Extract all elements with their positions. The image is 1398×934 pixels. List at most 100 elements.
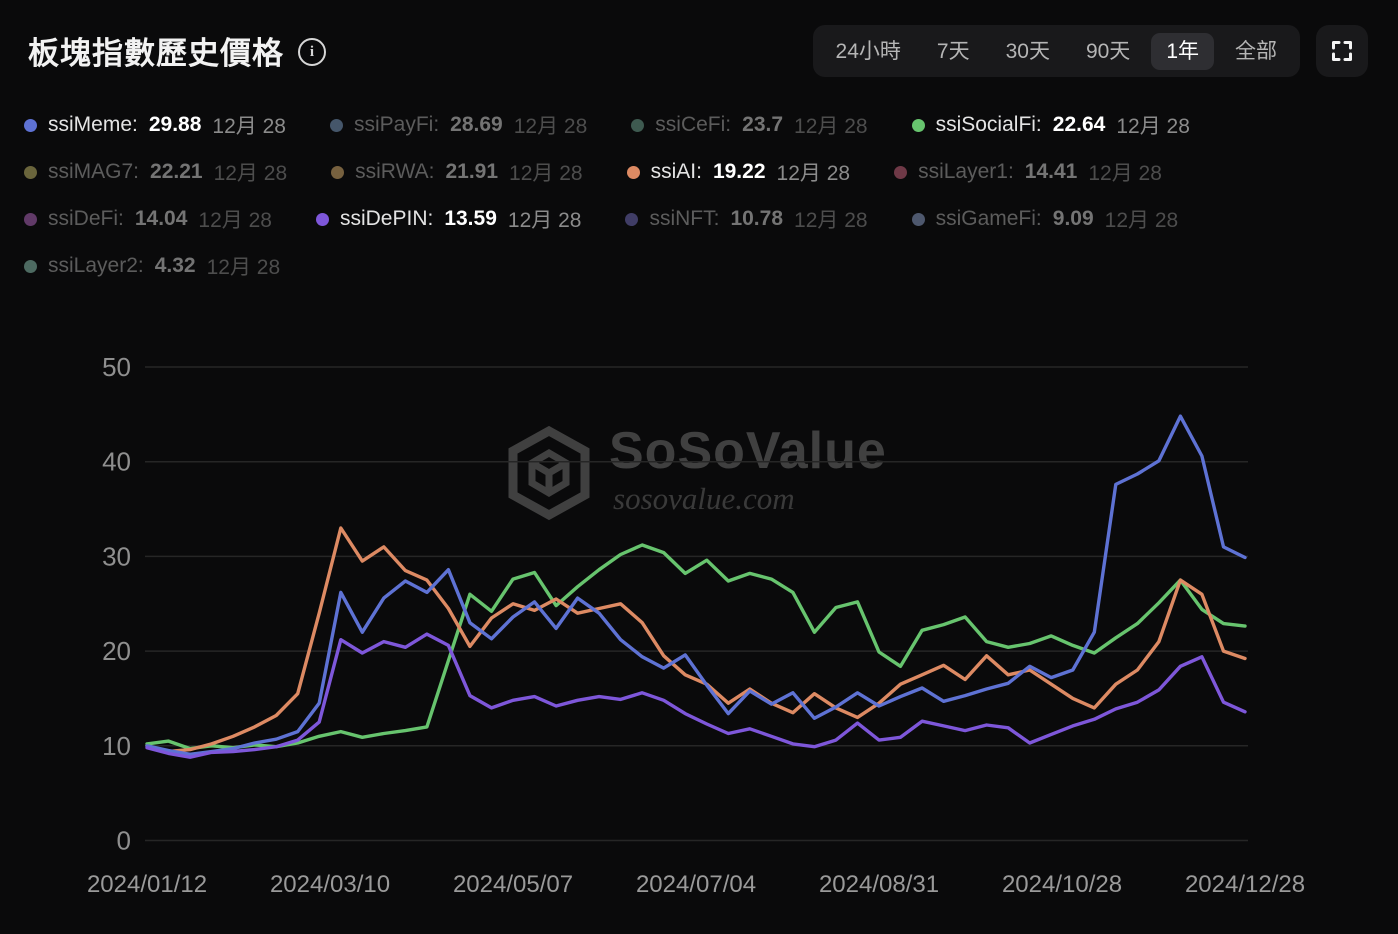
- y-axis-tick-label: 50: [102, 352, 131, 382]
- y-axis-tick-label: 10: [102, 731, 131, 761]
- series-line-ssiDePIN: [145, 632, 1247, 759]
- y-axis-tick-label: 30: [102, 541, 131, 571]
- fullscreen-button[interactable]: [1316, 25, 1368, 77]
- legend-dot: [24, 259, 37, 273]
- legend-dot: [911, 118, 925, 132]
- range-button-24小時[interactable]: 24小時: [821, 33, 916, 70]
- legend-item-ssiMeme[interactable]: ssiMeme: 29.88 12月 28: [24, 110, 286, 140]
- info-icon[interactable]: i: [298, 38, 326, 66]
- legend-series-date: 12月 28: [776, 162, 851, 185]
- legend-series-name: ssiNFT:: [649, 207, 720, 230]
- legend-dot: [331, 165, 345, 179]
- legend-series-name: ssiPayFi:: [353, 113, 440, 136]
- watermark-text: SoSoValue sosovalue.com: [609, 425, 887, 514]
- legend-item-ssiMAG7[interactable]: ssiMAG7: 22.21 12月 28: [24, 157, 287, 187]
- range-button-1年[interactable]: 1年: [1151, 32, 1214, 70]
- legend-dot: [24, 118, 37, 132]
- x-axis-tick-label: 2024/10/28: [1002, 871, 1122, 898]
- legend-item-ssiDePIN[interactable]: ssiDePIN: 13.59 12月 28: [315, 204, 582, 234]
- x-axis-tick-label: 2024/01/12: [87, 871, 207, 898]
- legend-dot: [329, 118, 343, 132]
- legend-series-date: 12月 28: [507, 209, 582, 232]
- legend-item-ssiLayer1[interactable]: ssiLayer1: 14.41 12月 28: [894, 157, 1162, 187]
- legend-series-value: 23.7: [742, 113, 784, 136]
- legend-series-date: 12月 28: [206, 256, 281, 279]
- legend-series-date: 12月 28: [794, 115, 868, 138]
- legend-row: ssiMAG7: 22.21 12月 28 ssiRWA: 21.91 12月 28 ssi…: [24, 157, 1378, 187]
- legend-series-value: 13.59: [444, 207, 497, 230]
- legend-series-name: ssiAI:: [650, 160, 702, 183]
- legend-dot: [626, 165, 640, 179]
- legend-series-value: 4.32: [154, 254, 196, 277]
- legend-dot: [625, 212, 639, 226]
- legend-item-ssiAI[interactable]: ssiAI: 19.22 12月 28: [626, 157, 851, 187]
- chart-area: 0 10 20 30 40 50 2024/01/12 2024/03/10 2024/05/0…: [0, 344, 1398, 934]
- x-axis-tick-label: 2024/07/04: [636, 871, 756, 898]
- sosovalue-logo-icon: [505, 425, 593, 526]
- legend-series-date: 12月 28: [198, 209, 272, 232]
- series-line-ssiAI: [145, 526, 1247, 754]
- range-button-30天[interactable]: 30天: [991, 33, 1065, 70]
- legend-item-ssiRWA[interactable]: ssiRWA: 21.91 12月 28: [331, 157, 583, 187]
- legend-series-name: ssiLayer2:: [48, 254, 144, 277]
- legend-series-name: ssiDePIN:: [339, 207, 434, 230]
- legend-item-ssiDeFi[interactable]: ssiDeFi: 14.04 12月 28: [24, 204, 272, 234]
- time-range-selector: 24小時 7天 30天 90天 1年 全部: [812, 25, 1300, 77]
- watermark-brand: SoSoValue: [609, 422, 887, 480]
- legend-row: ssiMeme: 29.88 12月 28 ssiPayFi: 28.69 12月 28 s…: [24, 110, 1378, 140]
- legend-series-value: 28.69: [450, 113, 503, 136]
- legend-series-value: 14.04: [134, 207, 188, 230]
- x-axis-tick-label: 2024/05/07: [453, 871, 573, 898]
- legend-dot: [315, 212, 329, 226]
- legend-series-date: 12月 28: [509, 162, 583, 185]
- page-header: 板塊指數歷史價格 i: [28, 28, 326, 73]
- legend-dot: [24, 165, 37, 179]
- range-button-7天[interactable]: 7天: [922, 33, 985, 70]
- x-axis-tick-label: 2024/08/31: [819, 871, 939, 898]
- line-chart[interactable]: 0 10 20 30 40 50 2024/01/12 2024/03/10 2024/05/0…: [0, 344, 1398, 934]
- legend-row: ssiLayer2: 4.32 12月 28: [24, 251, 1378, 281]
- legend-dot: [894, 165, 908, 179]
- legend-item-ssiCeFi[interactable]: ssiCeFi: 23.7 12月 28: [631, 110, 868, 140]
- chart-controls: 24小時 7天 30天 90天 1年 全部: [812, 25, 1368, 77]
- series-line-ssiMeme: [145, 414, 1247, 756]
- legend-dot: [24, 212, 37, 226]
- legend-series-value: 10.78: [730, 207, 784, 230]
- legend-series-date: 12月 28: [213, 162, 288, 185]
- range-button-全部[interactable]: 全部: [1220, 33, 1292, 70]
- series-line-ssiSocialFi: [145, 543, 1247, 751]
- legend-item-ssiGameFi[interactable]: ssiGameFi: 9.09 12月 28: [911, 204, 1178, 234]
- y-axis-tick-label: 40: [102, 447, 131, 477]
- legend-series-date: 12月 28: [1116, 115, 1190, 138]
- legend-series-value: 19.22: [712, 160, 766, 183]
- legend-series-name: ssiGameFi:: [935, 207, 1042, 230]
- x-axis-tick-label: 2024/03/10: [270, 871, 390, 898]
- x-axis-tick-label: 2024/12/28: [1185, 871, 1305, 898]
- legend-series-name: ssiMAG7:: [48, 160, 140, 183]
- y-axis-tick-label: 0: [117, 826, 131, 856]
- fullscreen-expand-icon: [1330, 39, 1354, 63]
- legend-series-name: ssiCeFi:: [655, 113, 732, 136]
- watermark: SoSoValue sosovalue.com: [505, 425, 887, 526]
- legend-series-value: 29.88: [148, 113, 202, 136]
- y-axis-tick-label: 20: [102, 636, 131, 666]
- legend-item-ssiNFT[interactable]: ssiNFT: 10.78 12月 28: [625, 204, 868, 234]
- page-title: 板塊指數歷史價格: [28, 36, 284, 71]
- legend-item-ssiPayFi[interactable]: ssiPayFi: 28.69 12月 28: [329, 110, 588, 140]
- legend-series-date: 12月 28: [212, 115, 286, 138]
- legend-dot: [631, 118, 645, 132]
- legend-series-value: 14.41: [1024, 160, 1078, 183]
- legend-series-date: 12月 28: [794, 209, 868, 232]
- legend-series-name: ssiRWA:: [355, 160, 435, 183]
- legend-series-name: ssiDeFi:: [48, 207, 124, 230]
- watermark-domain: sosovalue.com: [613, 481, 795, 516]
- legend-series-name: ssiMeme:: [48, 113, 138, 136]
- legend-series-value: 9.09: [1052, 207, 1094, 230]
- legend-series-name: ssiSocialFi:: [935, 113, 1042, 136]
- legend-item-ssiLayer2[interactable]: ssiLayer2: 4.32 12月 28: [24, 251, 280, 281]
- legend-series-date: 12月 28: [513, 115, 588, 138]
- range-button-90天[interactable]: 90天: [1071, 33, 1145, 70]
- series-legend: ssiMeme: 29.88 12月 28 ssiPayFi: 28.69 12月 28 s…: [24, 110, 1378, 281]
- legend-series-value: 22.21: [150, 160, 203, 183]
- legend-item-ssiSocialFi[interactable]: ssiSocialFi: 22.64 12月 28: [911, 110, 1190, 140]
